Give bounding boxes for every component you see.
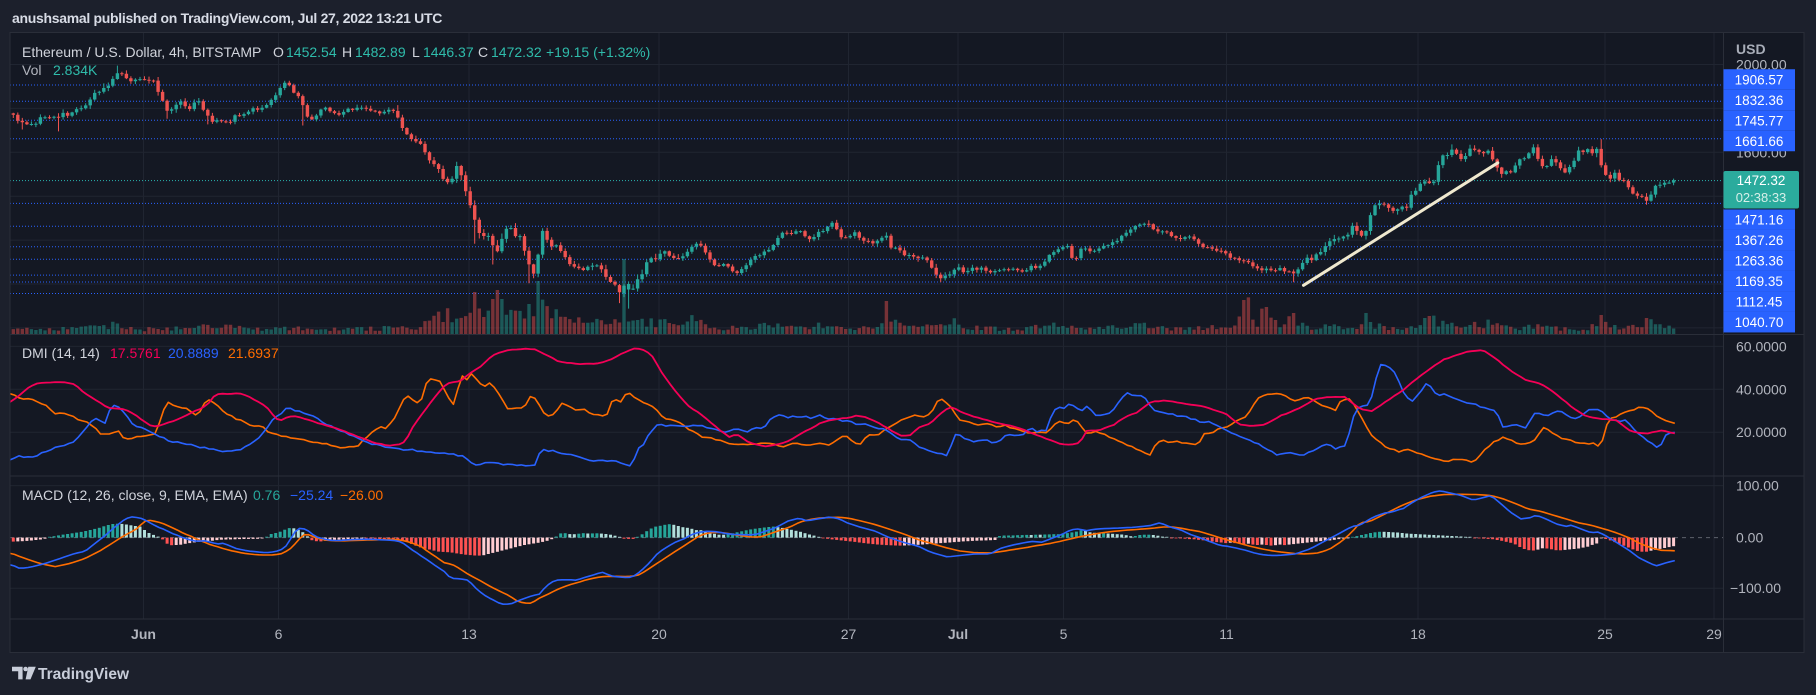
- svg-text:−25.24: −25.24: [290, 487, 333, 503]
- svg-text:2000.00: 2000.00: [1736, 57, 1787, 73]
- svg-text:40.0000: 40.0000: [1736, 381, 1787, 397]
- svg-text:5: 5: [1060, 626, 1068, 642]
- svg-text:20.0000: 20.0000: [1736, 424, 1787, 440]
- svg-text:USD: USD: [1736, 41, 1766, 57]
- svg-text:anushsamal published on Tradin: anushsamal published on TradingView.com,…: [12, 10, 442, 26]
- svg-text:11: 11: [1219, 626, 1234, 642]
- svg-text:6: 6: [275, 626, 283, 642]
- svg-text:MACD (12, 26, close, 9, EMA, E: MACD (12, 26, close, 9, EMA, EMA): [22, 487, 248, 503]
- svg-text:100.00: 100.00: [1736, 478, 1779, 494]
- svg-text:29: 29: [1706, 626, 1722, 642]
- svg-text:Jul: Jul: [948, 626, 968, 642]
- svg-text:TradingView: TradingView: [38, 666, 130, 683]
- svg-text:1367.26: 1367.26: [1735, 233, 1784, 248]
- svg-text:17.5761: 17.5761: [110, 345, 161, 361]
- svg-text:20.8889: 20.8889: [168, 345, 219, 361]
- svg-text:Vol: Vol: [22, 62, 41, 78]
- svg-text:−26.00: −26.00: [340, 487, 383, 503]
- svg-text:Jun: Jun: [131, 626, 156, 642]
- svg-text:1472.32: 1472.32: [1737, 173, 1786, 188]
- svg-text:Ethereum / U.S. Dollar, 4h, BI: Ethereum / U.S. Dollar, 4h, BITSTAMP: [22, 44, 261, 60]
- svg-text:1452.54: 1452.54: [286, 44, 337, 60]
- svg-text:0.76: 0.76: [253, 487, 280, 503]
- svg-text:1263.36: 1263.36: [1735, 254, 1784, 269]
- svg-text:H: H: [342, 44, 352, 60]
- svg-text:1446.37: 1446.37: [423, 44, 474, 60]
- svg-text:25: 25: [1597, 626, 1613, 642]
- svg-text:27: 27: [841, 626, 857, 642]
- svg-text:60.0000: 60.0000: [1736, 338, 1787, 354]
- svg-text:L: L: [412, 44, 420, 60]
- svg-text:02:38:33: 02:38:33: [1736, 190, 1787, 205]
- svg-text:1832.36: 1832.36: [1735, 93, 1784, 108]
- svg-text:2.834K: 2.834K: [53, 62, 98, 78]
- svg-text:1040.70: 1040.70: [1735, 315, 1784, 330]
- svg-text:1906.57: 1906.57: [1735, 73, 1784, 88]
- svg-text:1472.32: 1472.32: [491, 44, 542, 60]
- svg-text:C: C: [478, 44, 488, 60]
- svg-text:1471.16: 1471.16: [1735, 213, 1784, 228]
- svg-text:DMI (14, 14): DMI (14, 14): [22, 345, 100, 361]
- svg-text:1745.77: 1745.77: [1735, 114, 1784, 129]
- svg-text:21.6937: 21.6937: [228, 345, 279, 361]
- svg-text:18: 18: [1410, 626, 1426, 642]
- svg-text:13: 13: [461, 626, 477, 642]
- svg-text:1482.89: 1482.89: [355, 44, 406, 60]
- svg-text:1169.35: 1169.35: [1735, 274, 1783, 289]
- svg-text:0.00: 0.00: [1736, 530, 1763, 546]
- svg-text:20: 20: [651, 626, 667, 642]
- svg-text:1112.45: 1112.45: [1736, 295, 1783, 310]
- svg-text:1661.66: 1661.66: [1735, 134, 1784, 149]
- svg-text:−100.00: −100.00: [1730, 580, 1781, 596]
- svg-text:+19.15 (+1.32%): +19.15 (+1.32%): [546, 44, 650, 60]
- svg-text:O: O: [273, 44, 284, 60]
